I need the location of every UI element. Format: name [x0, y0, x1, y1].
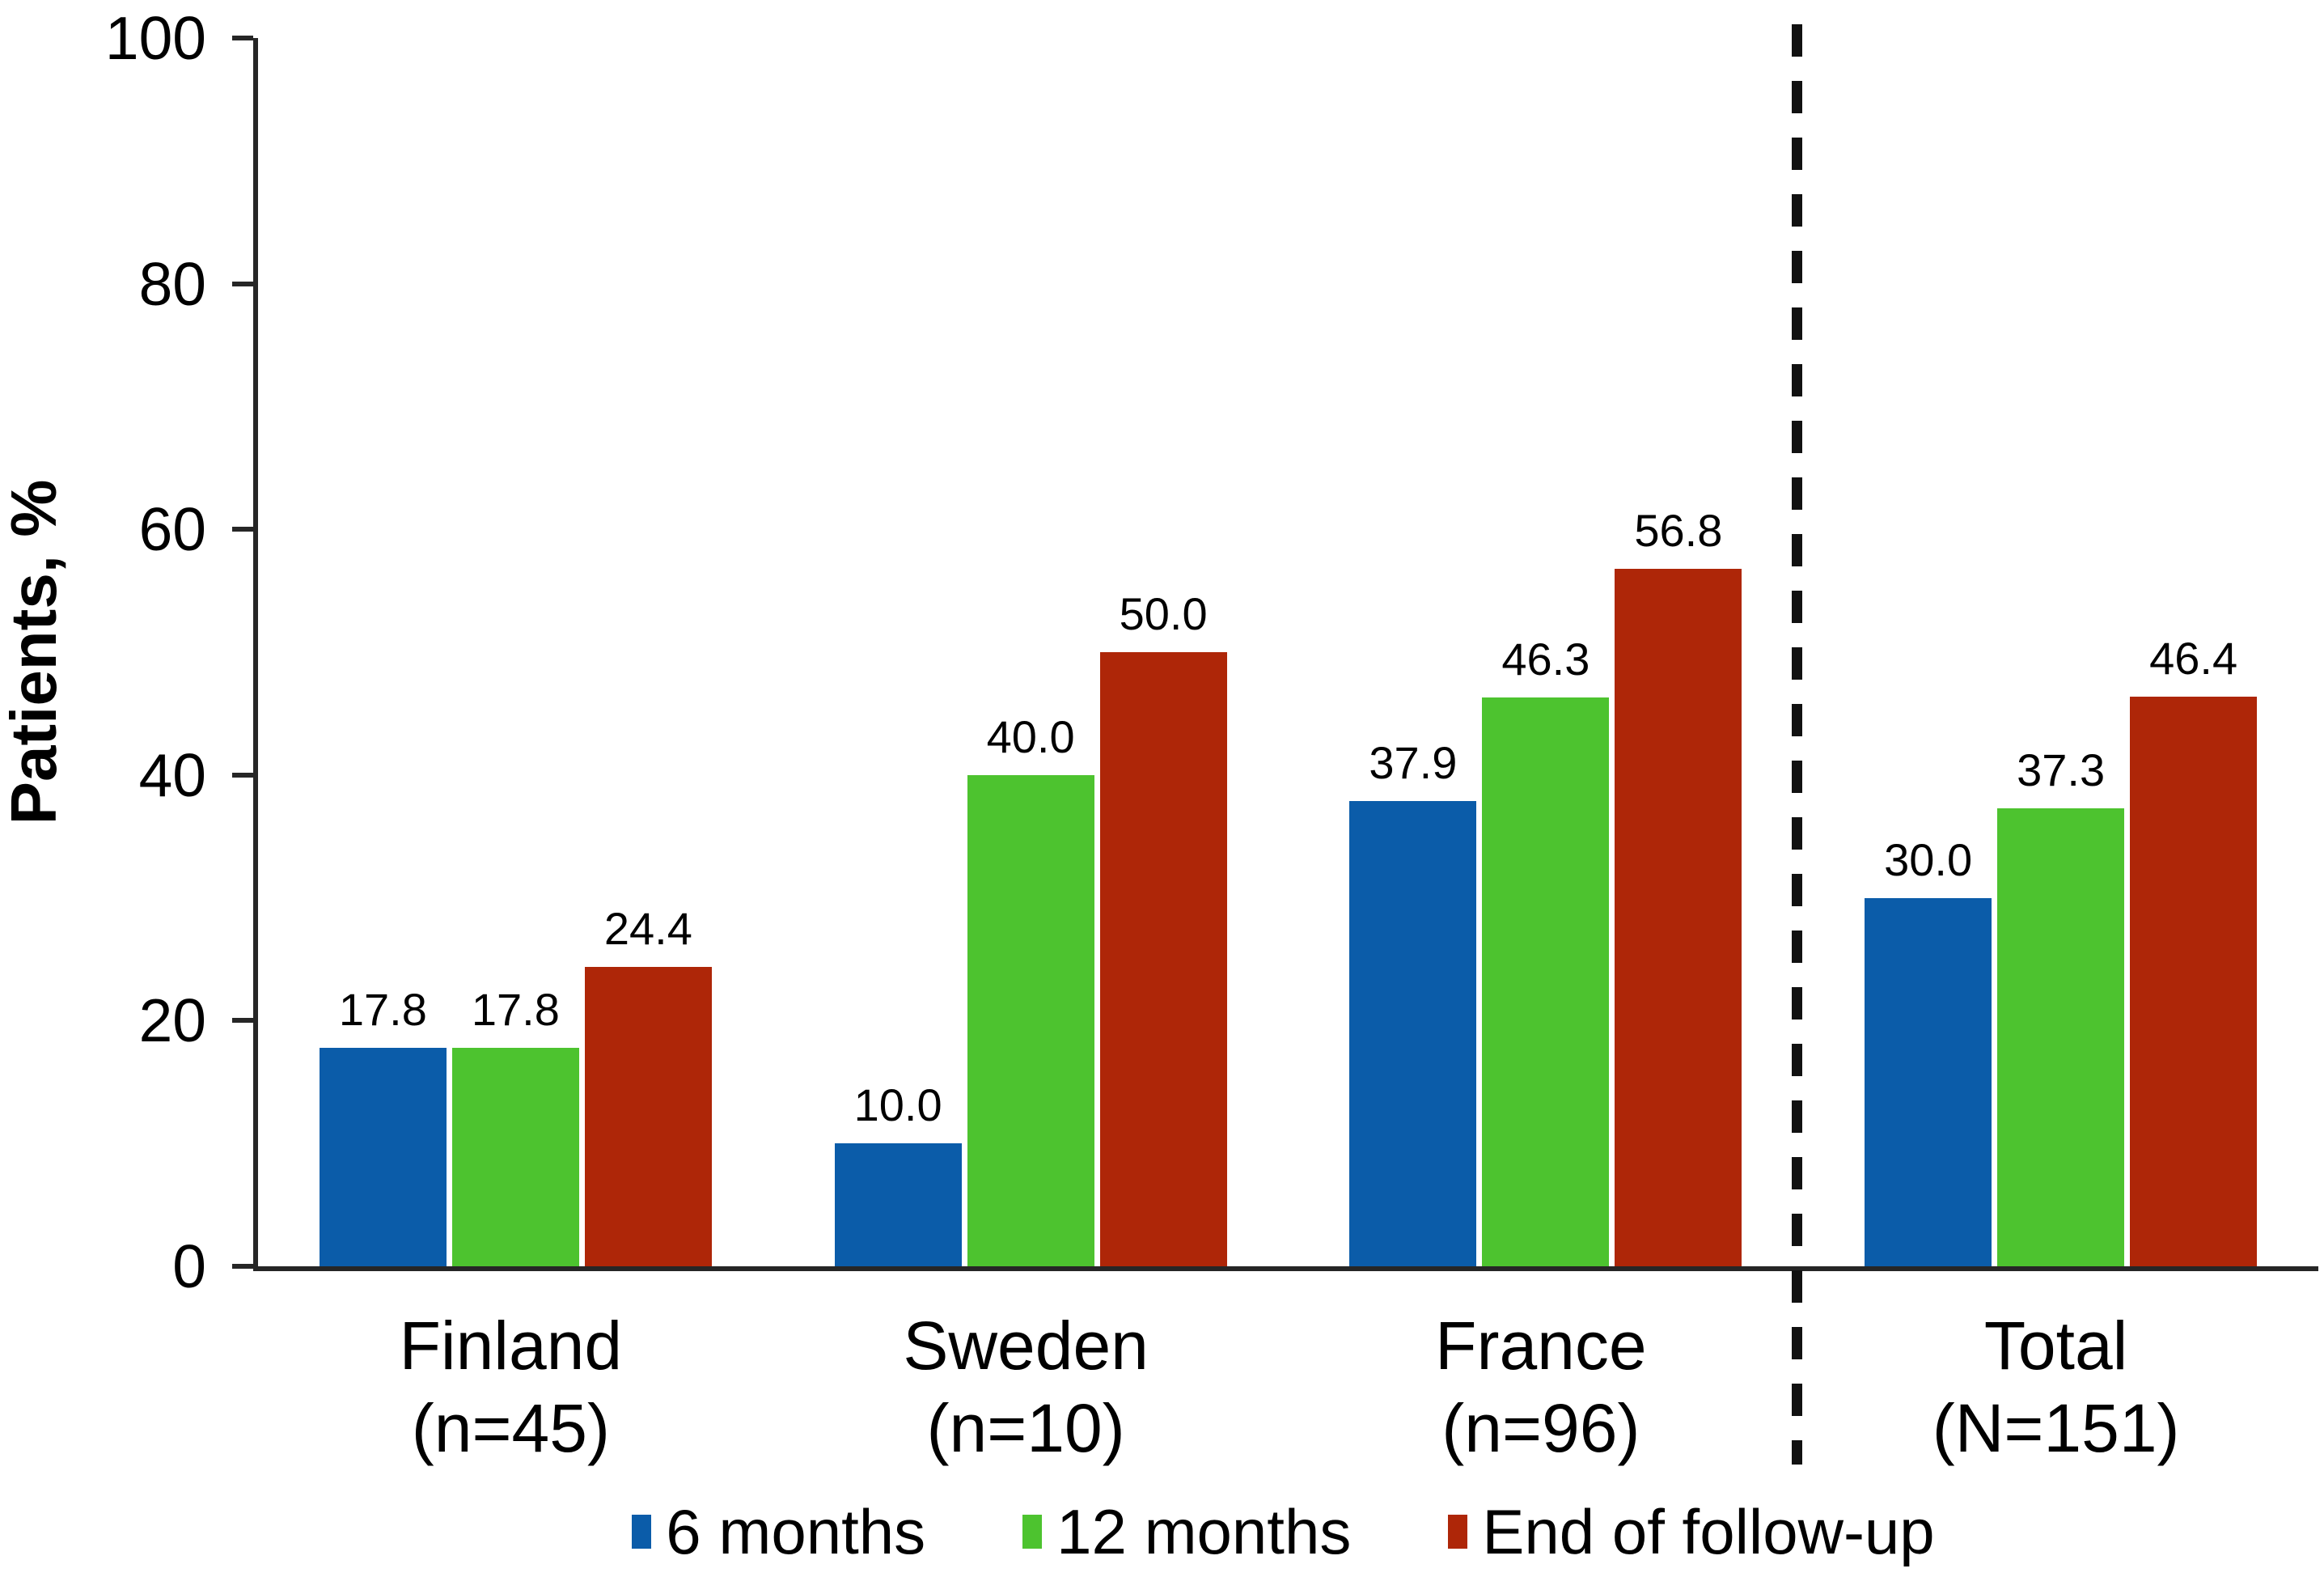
y-axis-tick — [232, 772, 253, 778]
bar-france-end-of-follow-up — [1615, 568, 1742, 1266]
bar-value-label: 10.0 — [853, 1079, 942, 1131]
bar-value-label: 46.4 — [2149, 632, 2238, 684]
bar-value-label: 37.9 — [1369, 736, 1458, 788]
bar-value-label: 50.0 — [1119, 588, 1208, 639]
category-label-france: France (n=96) — [1284, 1304, 1799, 1469]
y-axis-tick-label: 20 — [138, 986, 206, 1055]
category-name: Sweden — [903, 1308, 1149, 1384]
y-axis-tick-label: 40 — [138, 740, 206, 809]
y-axis-tick — [232, 281, 253, 286]
category-name: Finland — [399, 1308, 623, 1384]
bar-value-label: 56.8 — [1634, 504, 1723, 556]
y-axis-tick — [232, 1264, 253, 1269]
bar-value-label: 30.0 — [1884, 833, 1973, 885]
category-n-count: (N=151) — [1932, 1390, 2180, 1466]
category-name: France — [1435, 1308, 1647, 1384]
bar-total-12-months — [1997, 808, 2125, 1266]
bar-finland-6-months — [319, 1047, 447, 1266]
bar-sweden-end-of-follow-up — [1099, 652, 1227, 1266]
y-axis-tick-label: 100 — [104, 4, 206, 72]
category-label-total: Total (N=151) — [1798, 1304, 2313, 1469]
category-n-count: (n=45) — [411, 1390, 610, 1466]
bar-value-label: 17.8 — [471, 983, 560, 1035]
category-n-count: (n=10) — [926, 1390, 1125, 1466]
legend-item-end-of-follow-up: End of follow-up — [1448, 1496, 1935, 1567]
bar-sweden-12-months — [967, 774, 1094, 1266]
y-axis-tick — [232, 527, 253, 532]
bar-sweden-6-months — [834, 1143, 962, 1266]
legend-label: 6 months — [666, 1496, 926, 1567]
legend-marker — [1448, 1515, 1468, 1549]
legend-item-6-months: 6 months — [632, 1498, 925, 1566]
legend-item-12-months: 12 months — [1022, 1498, 1351, 1566]
bar-france-12-months — [1482, 697, 1610, 1266]
y-axis-tick-label: 80 — [138, 249, 206, 318]
legend-marker — [1022, 1515, 1043, 1549]
bar-total-end-of-follow-up — [2130, 696, 2258, 1266]
legend-label: End of follow-up — [1482, 1496, 1935, 1567]
bar-finland-end-of-follow-up — [584, 966, 712, 1266]
legend-label: 12 months — [1056, 1496, 1352, 1567]
bar-value-label: 46.3 — [1501, 634, 1590, 685]
bar-value-label: 17.8 — [338, 983, 427, 1035]
plot-area: 17.8 17.8 24.4 10.0 40.0 50.0 37.9 46.3 56.8 30.0… — [232, 36, 2318, 1271]
y-axis-tick-label: 0 — [172, 1232, 206, 1300]
y-axis-tick — [232, 1018, 253, 1024]
legend-marker — [632, 1515, 652, 1549]
bar-france-6-months — [1349, 800, 1477, 1266]
category-label-sweden: Sweden (n=10) — [768, 1304, 1284, 1469]
bar-value-label: 24.4 — [603, 902, 692, 954]
group-separator-line — [1792, 24, 1802, 1465]
bar-total-6-months — [1865, 897, 1992, 1266]
y-axis-tick — [232, 36, 253, 40]
category-n-count: (n=96) — [1441, 1390, 1640, 1466]
category-label-finland: Finland (n=45) — [253, 1304, 768, 1469]
legend: 6 months 12 months End of follow-up — [253, 1495, 2313, 1568]
bar-finland-12-months — [451, 1047, 579, 1266]
bar-value-label: 37.3 — [2017, 744, 2106, 795]
bar-value-label: 40.0 — [986, 710, 1075, 762]
category-name: Total — [1983, 1308, 2128, 1384]
y-axis-tick-label: 60 — [138, 495, 206, 564]
